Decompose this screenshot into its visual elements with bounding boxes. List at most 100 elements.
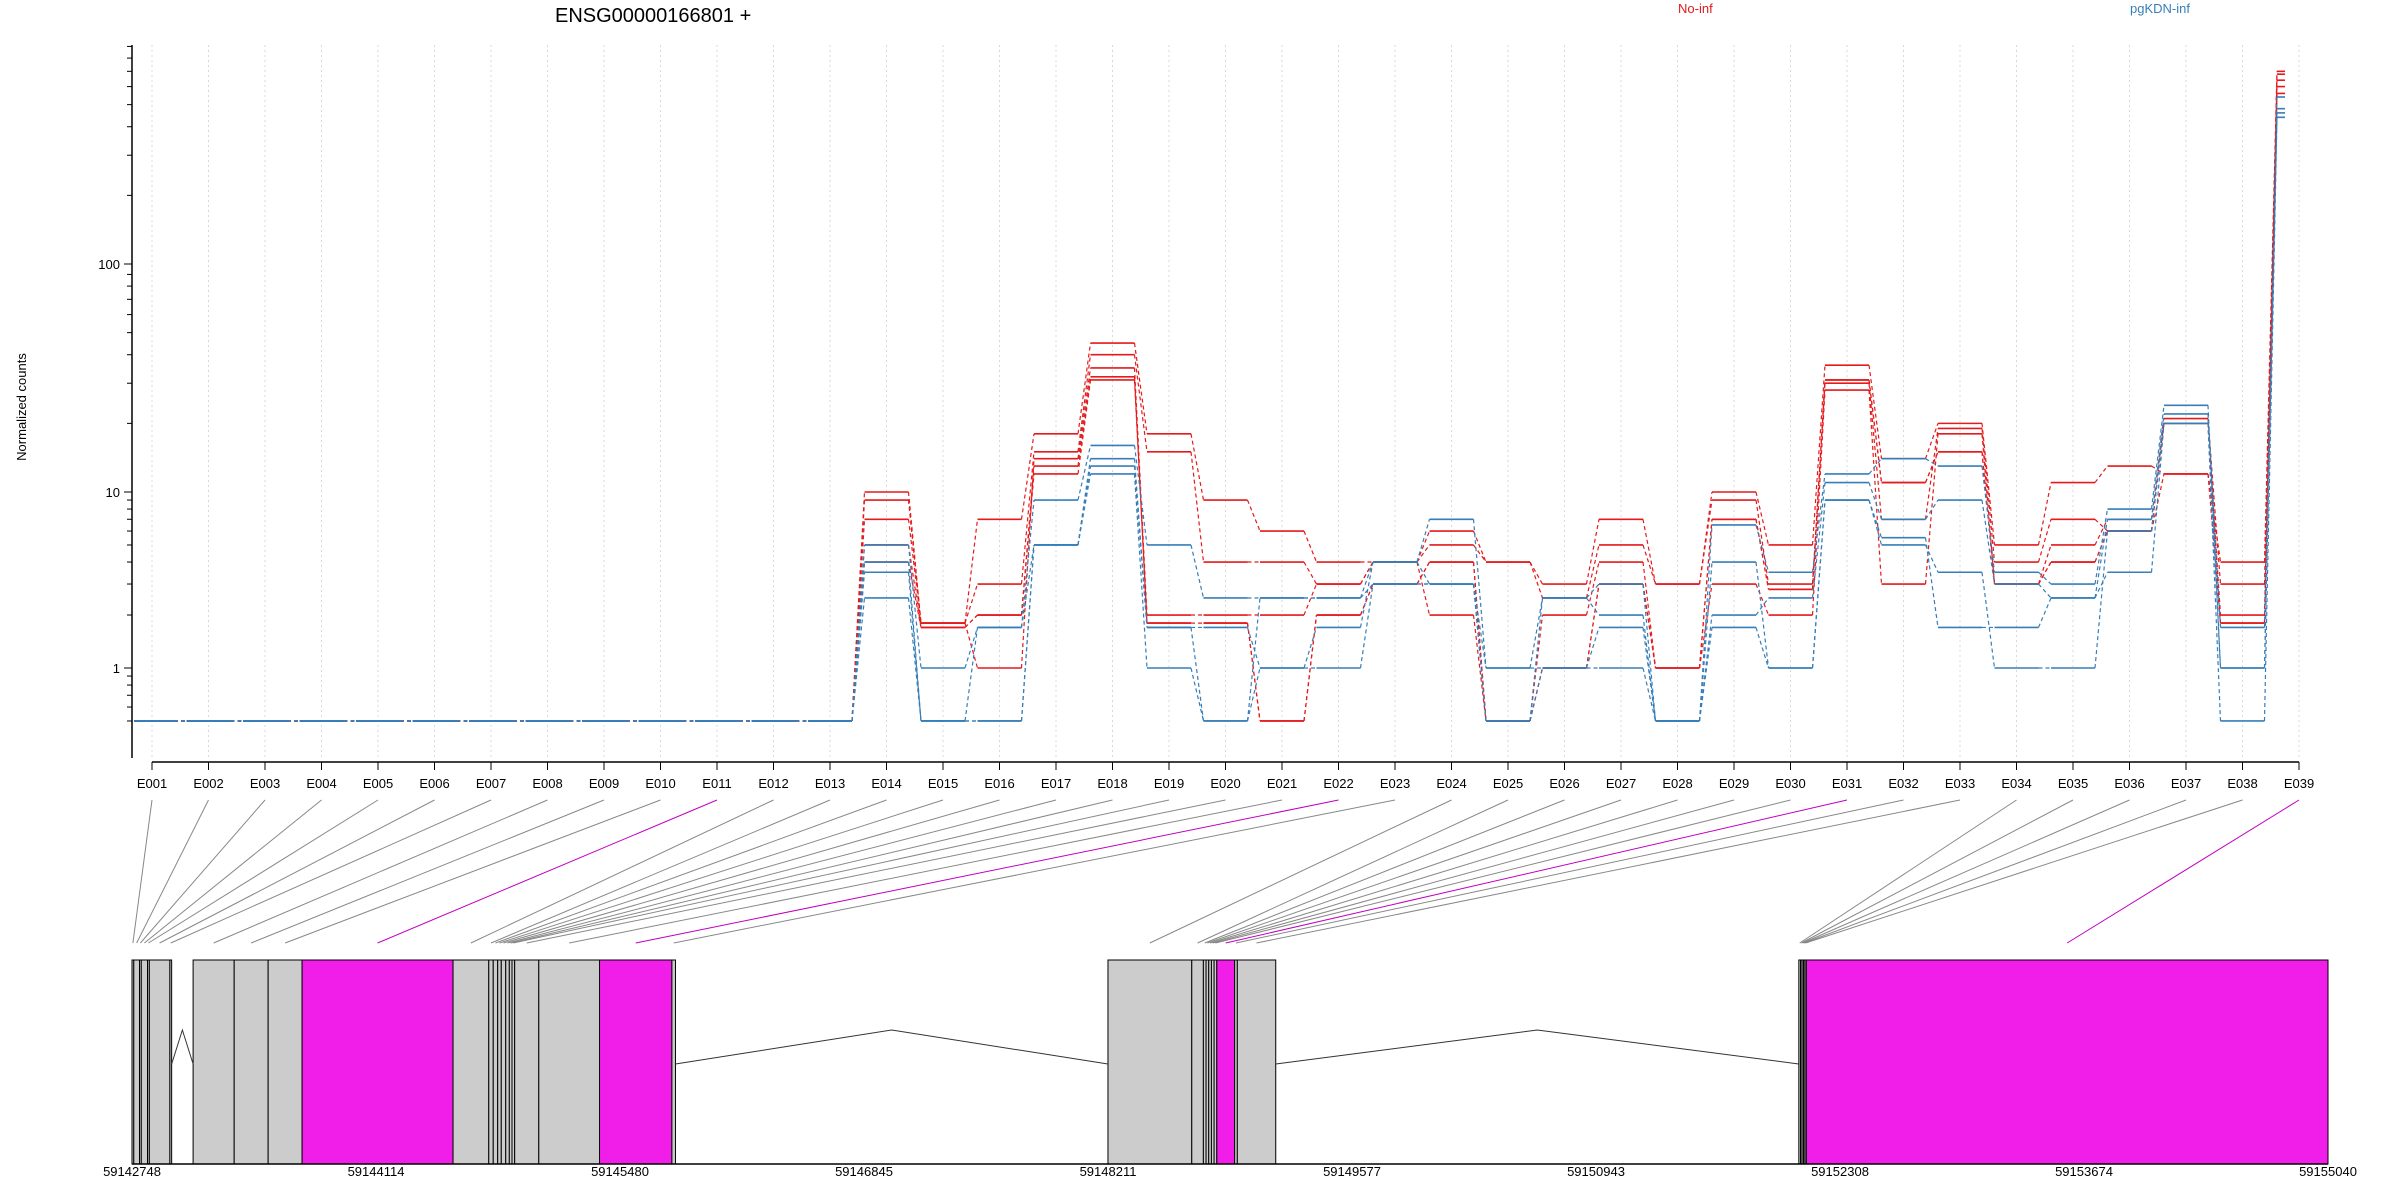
series-4-connector-19 xyxy=(1246,622,1261,722)
connector-e027 xyxy=(1207,799,1622,944)
connector-e004 xyxy=(144,799,322,944)
series-7-connector-16 xyxy=(1077,465,1092,546)
connector-e022 xyxy=(635,799,1339,944)
series-5-connector-16 xyxy=(1077,445,1092,501)
series-5-connector-18 xyxy=(1190,544,1205,599)
x-tick-label-e028: E028 xyxy=(1662,776,1692,791)
x-tick-label-e029: E029 xyxy=(1719,776,1749,791)
x-tick-label-e006: E006 xyxy=(419,776,449,791)
x-tick-label-e016: E016 xyxy=(984,776,1014,791)
exon-bin-e009 xyxy=(233,959,269,1165)
connector-e028 xyxy=(1209,799,1678,944)
legend-pgkdn-inf: pgKDN-inf xyxy=(2130,1,2190,16)
series-4-connector-17 xyxy=(1133,379,1148,624)
connector-e013 xyxy=(490,799,831,944)
series-7-connector-24 xyxy=(1529,667,1544,722)
series-2-connector-13 xyxy=(907,519,922,624)
series-2-connector-26 xyxy=(1642,561,1657,669)
series-3-connector-16 xyxy=(1077,376,1092,467)
series-5-connector-15 xyxy=(1020,499,1035,628)
connector-e034 xyxy=(1799,799,2017,944)
x-tick-label-e018: E018 xyxy=(1097,776,1127,791)
exon-bin-e008 xyxy=(192,959,235,1165)
series-2-connector-23 xyxy=(1472,614,1487,722)
series-5-connector-23 xyxy=(1472,519,1487,669)
connector-e002 xyxy=(136,799,209,944)
x-tick-label-e019: E019 xyxy=(1154,776,1184,791)
connector-e029 xyxy=(1212,799,1735,944)
series-4-connector-33 xyxy=(2037,561,2052,585)
connector-e016 xyxy=(503,799,1000,944)
x-tick-label-e014: E014 xyxy=(871,776,901,791)
series-8-pgkdn-inf xyxy=(134,116,2285,722)
series-6-connector-19 xyxy=(1246,627,1261,669)
series-6-connector-28 xyxy=(1755,597,1769,616)
connector-e024 xyxy=(1149,799,1452,944)
genomic-tick-label-0: 59142748 xyxy=(103,1164,161,1179)
series-1-connector-31 xyxy=(1924,428,1939,520)
series-1-connector-16 xyxy=(1077,354,1092,452)
series-5-connector-21 xyxy=(1359,561,1374,599)
exon-bin-e024 xyxy=(1107,959,1193,1165)
x-tick-label-e012: E012 xyxy=(758,776,788,791)
connector-e039 xyxy=(2066,799,2300,944)
series-0-connector-17 xyxy=(1133,342,1148,434)
connector-e025 xyxy=(1197,799,1509,944)
series-6-connector-25 xyxy=(1586,597,1600,616)
series-8-connector-29 xyxy=(1811,500,1826,669)
series-8-connector-33 xyxy=(2037,597,2052,628)
x-tick-label-e015: E015 xyxy=(928,776,958,791)
series-8-connector-35 xyxy=(2150,423,2165,573)
x-tick-label-e039: E039 xyxy=(2284,776,2314,791)
genomic-tick-label-3: 59146845 xyxy=(835,1164,893,1179)
series-7-connector-27 xyxy=(1698,627,1713,722)
series-8-connector-21 xyxy=(1360,583,1374,599)
x-tick-label-e027: E027 xyxy=(1606,776,1636,791)
series-7-connector-31 xyxy=(1924,544,1939,573)
series-8-connector-34 xyxy=(2094,571,2109,599)
x-tick-label-e036: E036 xyxy=(2114,776,2144,791)
series-1-connector-20 xyxy=(1303,561,1318,585)
y-tick-label-100: 100 xyxy=(98,257,120,272)
series-4-connector-14 xyxy=(964,614,978,628)
series-5-connector-24 xyxy=(1529,597,1544,669)
series-0-connector-23 xyxy=(1472,530,1487,563)
connector-e011 xyxy=(377,799,718,944)
genomic-tick-label-2: 59145480 xyxy=(591,1164,649,1179)
x-tick-label-e022: E022 xyxy=(1323,776,1353,791)
series-5-connector-28 xyxy=(1755,524,1770,573)
x-tick-label-e003: E003 xyxy=(250,776,280,791)
series-0-connector-27 xyxy=(1698,491,1713,585)
connector-e005 xyxy=(148,799,379,944)
exon-connectors xyxy=(132,799,2300,944)
series-2-connector-20 xyxy=(1303,583,1318,616)
series-2-connector-30 xyxy=(1868,390,1883,585)
series-4-connector-27 xyxy=(1698,519,1713,669)
x-tick-label-e025: E025 xyxy=(1493,776,1523,791)
x-tick-label-e024: E024 xyxy=(1436,776,1466,791)
series-8-connector-23 xyxy=(1472,583,1487,669)
series-5-connector-34 xyxy=(2094,508,2109,585)
series-0-connector-16 xyxy=(1077,342,1092,434)
series-6-connector-26 xyxy=(1642,614,1657,722)
series-4-connector-26 xyxy=(1642,583,1657,669)
connector-e012 xyxy=(470,799,774,944)
x-tick-label-e035: E035 xyxy=(2058,776,2088,791)
series-0-connector-24 xyxy=(1529,561,1544,585)
x-tick-label-e010: E010 xyxy=(645,776,675,791)
exon-bin-e033 xyxy=(1236,959,1277,1165)
x-tick-label-e002: E002 xyxy=(193,776,223,791)
series-1-connector-34 xyxy=(2094,518,2108,532)
intron-2 xyxy=(1275,1029,1799,1065)
series-1-no-inf xyxy=(134,73,2285,722)
series-0-connector-19 xyxy=(1246,499,1261,532)
series-4-connector-28 xyxy=(1755,519,1770,590)
connector-e006 xyxy=(159,799,435,944)
genomic-tick-label-1: 59144114 xyxy=(348,1164,405,1179)
series-6-connector-20 xyxy=(1303,627,1318,669)
series-1-connector-30 xyxy=(1868,383,1883,520)
series-5-connector-26 xyxy=(1642,583,1657,722)
x-tick-label-e004: E004 xyxy=(306,776,336,791)
series-4-connector-36 xyxy=(2207,473,2222,624)
series-3-connector-36 xyxy=(2207,423,2222,624)
